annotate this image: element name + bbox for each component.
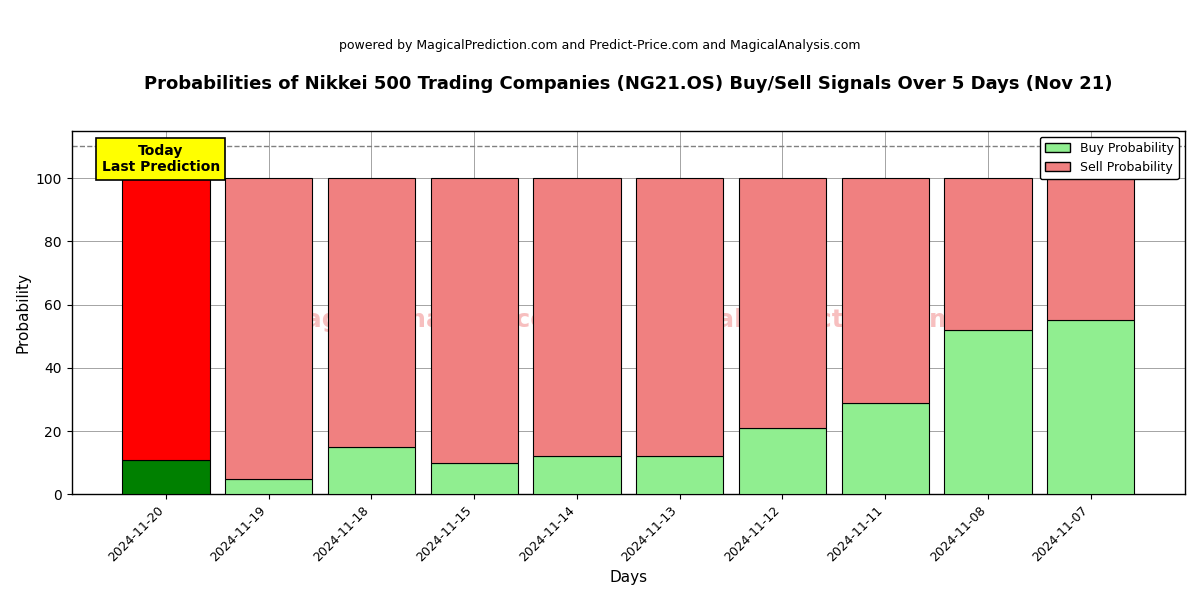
Text: MagicalAnalysis.com: MagicalAnalysis.com [281,308,575,332]
Bar [226,479,312,494]
Bar [739,178,826,428]
Bar [944,178,1032,330]
Bar [1048,178,1134,320]
Bar [636,457,724,494]
Bar [328,178,415,447]
Bar [122,178,210,460]
Bar [122,460,210,494]
Bar [636,178,724,457]
Bar [739,428,826,494]
Bar [1048,320,1134,494]
Bar [226,178,312,479]
Y-axis label: Probability: Probability [16,272,30,353]
Text: powered by MagicalPrediction.com and Predict-Price.com and MagicalAnalysis.com: powered by MagicalPrediction.com and Pre… [340,39,860,52]
Bar [431,178,518,463]
Bar [841,403,929,494]
Legend: Buy Probability, Sell Probability: Buy Probability, Sell Probability [1040,137,1178,179]
Bar [533,178,620,457]
Bar [533,457,620,494]
Bar [944,330,1032,494]
Text: Today
Last Prediction: Today Last Prediction [102,144,220,174]
X-axis label: Days: Days [610,570,647,585]
Bar [431,463,518,494]
Title: Probabilities of Nikkei 500 Trading Companies (NG21.OS) Buy/Sell Signals Over 5 : Probabilities of Nikkei 500 Trading Comp… [144,75,1112,93]
Bar [841,178,929,403]
Text: MagicalPrediction.com: MagicalPrediction.com [635,308,956,332]
Bar [328,447,415,494]
